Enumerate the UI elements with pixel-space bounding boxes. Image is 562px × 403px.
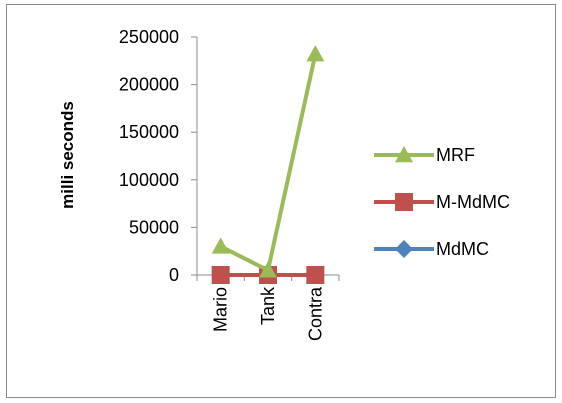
y-axis-label: milli seconds xyxy=(58,101,77,209)
data-point xyxy=(259,261,277,278)
series-line xyxy=(219,53,318,273)
x-tick-label: Contra xyxy=(305,286,325,341)
data-point xyxy=(211,266,230,284)
legend: MRF M-MdMC MdMC xyxy=(374,145,510,259)
series-group xyxy=(211,45,325,284)
y-tick-label: 250000 xyxy=(119,27,179,47)
legend-label: MdMC xyxy=(436,239,489,259)
x-tick-label: Mario xyxy=(211,287,231,332)
legend-item: MRF xyxy=(374,145,475,165)
legend-item: M-MdMC xyxy=(374,192,510,212)
data-point xyxy=(211,237,230,254)
y-tick-label: 200000 xyxy=(119,75,179,95)
y-tick-label: 50000 xyxy=(129,217,179,237)
y-tick-label: 100000 xyxy=(119,170,179,190)
x-tick-label: Tank xyxy=(258,286,278,325)
data-point xyxy=(306,45,325,62)
y-tick-label: 0 xyxy=(169,265,179,285)
axes xyxy=(191,36,340,281)
data-point xyxy=(395,146,413,163)
data-point xyxy=(395,240,413,258)
data-point xyxy=(395,193,413,211)
legend-label: M-MdMC xyxy=(436,192,510,212)
legend-item: MdMC xyxy=(374,239,489,259)
y-tick-label: 150000 xyxy=(119,122,179,142)
chart-frame xyxy=(6,4,556,398)
y-tick-labels: 0 50000 100000 150000 200000 250000 xyxy=(119,27,179,285)
legend-label: MRF xyxy=(436,145,475,165)
series-mrf xyxy=(211,45,325,278)
x-tick-labels: Mario Tank Contra xyxy=(211,286,326,341)
data-point xyxy=(306,266,325,284)
